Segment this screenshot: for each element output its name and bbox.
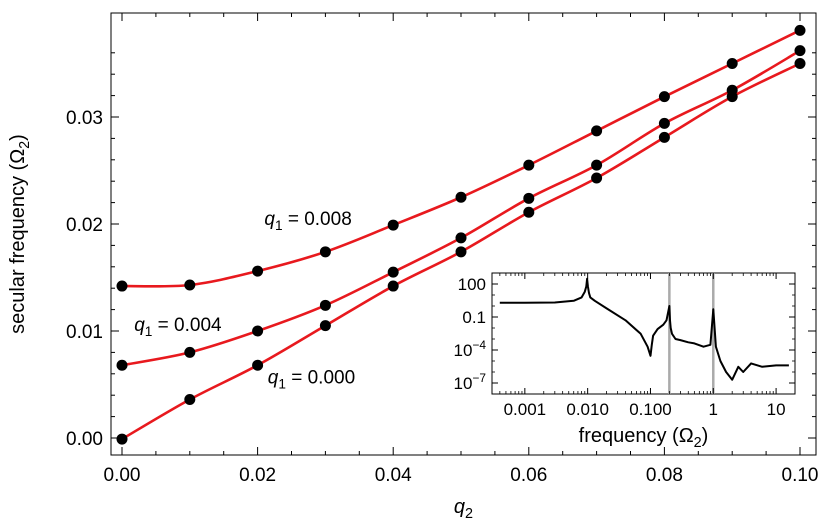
data-point xyxy=(387,280,399,292)
data-point xyxy=(794,58,806,69)
data-point xyxy=(387,219,399,231)
data-point xyxy=(726,58,738,69)
series-annotation: q1 = 0.008 xyxy=(264,209,351,233)
data-point xyxy=(658,131,670,143)
data-point xyxy=(455,232,467,244)
x-tick-label: 0.06 xyxy=(510,465,547,486)
inset-y-tick-label: 10−7 xyxy=(454,371,487,393)
data-point xyxy=(319,246,331,258)
y-axis-title: secular frequency (Ω2) xyxy=(7,134,33,334)
inset-y-tick-label: 0.1 xyxy=(462,308,486,327)
data-point xyxy=(658,117,670,129)
inset-y-tick-label: 100 xyxy=(458,275,486,294)
data-point xyxy=(591,159,603,171)
data-point xyxy=(319,299,331,311)
x-tick-label: 0.04 xyxy=(375,465,412,486)
inset-spectrum-line xyxy=(499,277,789,381)
data-point xyxy=(591,125,603,137)
data-point xyxy=(319,320,331,332)
y-tick-label: 0.00 xyxy=(66,429,103,450)
data-point xyxy=(116,359,128,371)
data-point xyxy=(726,91,738,103)
data-point xyxy=(794,45,806,57)
inset-x-tick-label: 0.001 xyxy=(504,400,547,419)
y-tick-label: 0.01 xyxy=(66,322,103,343)
data-point xyxy=(116,433,128,445)
data-point xyxy=(523,206,535,218)
inset-y-tick-label: 10−4 xyxy=(454,338,487,360)
data-point xyxy=(455,191,467,203)
y-tick-label: 0.02 xyxy=(66,215,103,236)
x-tick-label: 0.10 xyxy=(782,465,819,486)
plot-frame xyxy=(110,12,817,456)
data-point xyxy=(184,393,196,405)
inset-x-tick-label: 0.010 xyxy=(566,400,609,419)
data-point xyxy=(455,246,467,258)
data-point xyxy=(184,346,196,358)
data-point xyxy=(387,266,399,278)
inset-x-tick-label: 10 xyxy=(767,400,786,419)
data-point xyxy=(252,359,264,371)
data-point xyxy=(252,325,264,337)
inset-x-axis-title: frequency (Ω2) xyxy=(579,425,709,451)
data-point xyxy=(523,159,535,171)
x-tick-label: 0.02 xyxy=(239,465,276,486)
series-annotation: q1 = 0.000 xyxy=(268,367,355,391)
x-axis-title: q2 xyxy=(454,496,473,522)
data-point xyxy=(591,172,603,184)
data-point xyxy=(252,265,264,277)
y-tick-label: 0.03 xyxy=(66,108,103,129)
series-annotation: q1 = 0.004 xyxy=(134,315,222,339)
data-point xyxy=(116,280,128,292)
x-tick-label: 0.08 xyxy=(646,465,683,486)
inset-frame xyxy=(491,272,796,395)
data-point xyxy=(184,279,196,291)
inset-x-tick-label: 1 xyxy=(709,400,718,419)
data-point xyxy=(658,91,670,103)
data-point xyxy=(794,24,806,36)
data-point xyxy=(523,192,535,204)
x-tick-label: 0.00 xyxy=(104,465,141,486)
inset-x-tick-label: 0.100 xyxy=(629,400,672,419)
